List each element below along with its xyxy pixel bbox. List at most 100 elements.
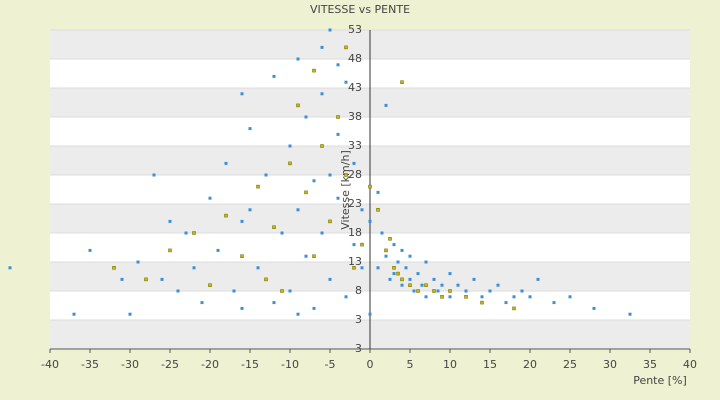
point [376, 208, 380, 212]
point [504, 301, 508, 305]
point [168, 248, 172, 253]
point [396, 271, 400, 276]
point [568, 295, 572, 299]
point [472, 277, 476, 281]
point [184, 231, 188, 235]
y-tick-label: 28 [348, 168, 362, 181]
point [216, 248, 220, 252]
point [168, 219, 172, 223]
point [360, 242, 364, 247]
point [280, 289, 284, 293]
point [344, 295, 348, 299]
x-tick-label: 0 [367, 358, 374, 371]
point [240, 219, 244, 223]
point [436, 289, 440, 293]
point [512, 306, 516, 311]
point [400, 80, 404, 84]
point [88, 248, 92, 252]
point [296, 103, 300, 108]
point [224, 213, 228, 218]
point [392, 266, 396, 270]
x-tick-label: -40 [41, 358, 59, 371]
point [344, 45, 348, 50]
point [272, 74, 276, 78]
point [416, 272, 420, 276]
point [296, 312, 300, 316]
x-tick-label: -10 [281, 358, 299, 371]
point [152, 173, 156, 177]
point [136, 260, 140, 264]
point [376, 266, 380, 270]
point [464, 295, 468, 299]
point [520, 289, 524, 293]
point [128, 312, 132, 316]
point [400, 248, 404, 252]
y-axis-label: Vitesse [km/h] [339, 150, 352, 230]
x-tick-label: -25 [161, 358, 179, 371]
point [248, 127, 252, 131]
point [296, 57, 300, 61]
point [256, 266, 260, 270]
point [280, 231, 284, 235]
point [424, 260, 428, 264]
point [368, 184, 372, 189]
x-tick-label: -20 [201, 358, 219, 371]
y-tick-label: 23 [348, 197, 362, 210]
x-tick-label: 5 [407, 358, 414, 371]
point [160, 277, 164, 281]
point [448, 289, 452, 293]
point [368, 312, 372, 316]
y-tick-label: 53 [348, 23, 362, 36]
point [416, 289, 420, 293]
point [192, 266, 196, 270]
point [240, 92, 244, 96]
point [344, 80, 348, 84]
point [424, 295, 428, 299]
point [176, 289, 180, 293]
point [388, 277, 392, 281]
point [408, 277, 412, 281]
x-tick-label: 10 [443, 358, 457, 371]
point [376, 190, 380, 194]
chart-title: VITESSE vs PENTE [310, 3, 410, 16]
point [312, 179, 316, 183]
point [328, 277, 332, 281]
y-tick-label: 33 [348, 139, 362, 152]
y-tick-label: 18 [348, 226, 362, 239]
point [408, 283, 412, 287]
point [400, 277, 404, 282]
point [264, 173, 268, 177]
point [388, 237, 392, 241]
point [396, 260, 400, 264]
point [552, 301, 556, 305]
y-tick-label: 48 [348, 52, 362, 65]
point [404, 266, 408, 270]
point [456, 283, 460, 287]
x-tick-label: 40 [683, 358, 697, 371]
point [432, 289, 436, 293]
point [320, 144, 324, 148]
point [480, 300, 484, 305]
point [192, 231, 196, 235]
point [536, 277, 540, 281]
point [384, 248, 388, 253]
y-tick-label: 3 [355, 313, 362, 326]
y-tick-label: 13 [348, 255, 362, 268]
point [264, 277, 268, 282]
point [384, 254, 388, 258]
point [336, 196, 340, 200]
point [304, 115, 308, 119]
point [112, 266, 116, 270]
point [448, 295, 452, 299]
point [480, 295, 484, 299]
x-tick-label: -30 [121, 358, 139, 371]
point [120, 277, 124, 281]
point [424, 283, 428, 287]
point [248, 208, 252, 212]
point [320, 45, 324, 49]
point [200, 301, 204, 305]
point [240, 254, 244, 258]
point [392, 272, 396, 276]
point [272, 301, 276, 305]
point [464, 289, 468, 293]
